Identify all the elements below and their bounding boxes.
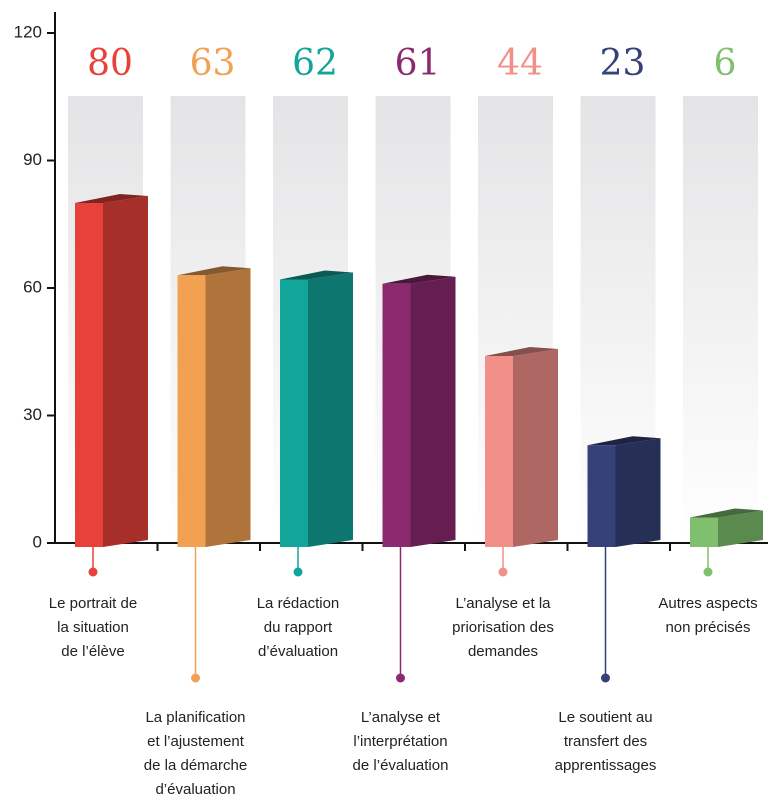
x-tick-label: priorisation des [452, 619, 554, 636]
x-tick-label: d’évaluation [155, 781, 235, 798]
x-tick-label: transfert des [564, 733, 647, 750]
bar-top [75, 194, 148, 203]
y-tick-label: 90 [23, 150, 42, 169]
x-tick-label: La planification [145, 709, 245, 726]
background-column [683, 96, 758, 543]
bar [485, 356, 513, 547]
bar-side [718, 510, 763, 547]
bar-side [308, 272, 353, 547]
value-label: 23 [600, 43, 646, 84]
x-tick-label: Le soutient au [558, 709, 652, 726]
bar [177, 275, 206, 547]
x-tick-label: de la démarche [144, 757, 247, 774]
bar-top [485, 347, 558, 356]
value-label: 6 [714, 43, 737, 84]
bar-side [103, 196, 148, 547]
bar-side [615, 438, 661, 547]
x-tick-label: apprentissages [555, 757, 657, 774]
leader-dot [293, 567, 303, 577]
bar [587, 445, 616, 547]
x-tick-label: L’analyse et la [455, 595, 551, 612]
value-label: 80 [87, 43, 133, 84]
x-tick-label: Autres aspects [658, 595, 757, 612]
y-tick-label: 0 [33, 532, 42, 551]
bar-top [177, 266, 251, 276]
leader-dot [88, 567, 98, 577]
x-tick-label: la situation [57, 619, 129, 636]
x-tick-label: de l’évaluation [353, 757, 449, 774]
x-tick-label: du rapport [264, 619, 333, 636]
bar [280, 279, 308, 547]
y-tick-label: 120 [14, 22, 42, 41]
leader-dot [396, 673, 405, 683]
bar-side [205, 268, 251, 547]
plot: 0 30 60 90 120 80 Le portrait de la situation de… [14, 12, 768, 798]
bar-top [280, 270, 353, 280]
value-label: 44 [497, 43, 543, 84]
x-tick-label: non précisés [665, 619, 750, 636]
bar-top [382, 274, 456, 284]
value-label: 62 [292, 43, 338, 84]
bar-side [410, 276, 456, 547]
leader-dot [601, 673, 610, 683]
x-tick-label: et l’ajustement [147, 733, 245, 750]
value-label: 61 [395, 43, 441, 84]
leader-dot [703, 567, 713, 577]
x-tick-label: Le portrait de [49, 595, 137, 612]
bar [75, 203, 103, 547]
leader-dot [498, 567, 508, 577]
x-tick-label: d’évaluation [258, 643, 338, 660]
bar [382, 283, 411, 547]
value-label: 63 [190, 43, 236, 84]
y-tick-label: 30 [23, 405, 42, 424]
bar-side [513, 349, 558, 547]
bar-top [690, 508, 763, 518]
x-tick-label: demandes [468, 643, 538, 660]
x-tick-label: de l’élève [61, 643, 124, 660]
x-tick-label: L’analyse et [361, 709, 441, 726]
bar-top [587, 436, 661, 446]
bar [690, 517, 718, 547]
y-tick-label: 60 [23, 277, 42, 296]
x-tick-label: l’interprétation [353, 733, 447, 750]
x-tick-label: La rédaction [257, 595, 340, 612]
leader-dot [191, 673, 200, 683]
